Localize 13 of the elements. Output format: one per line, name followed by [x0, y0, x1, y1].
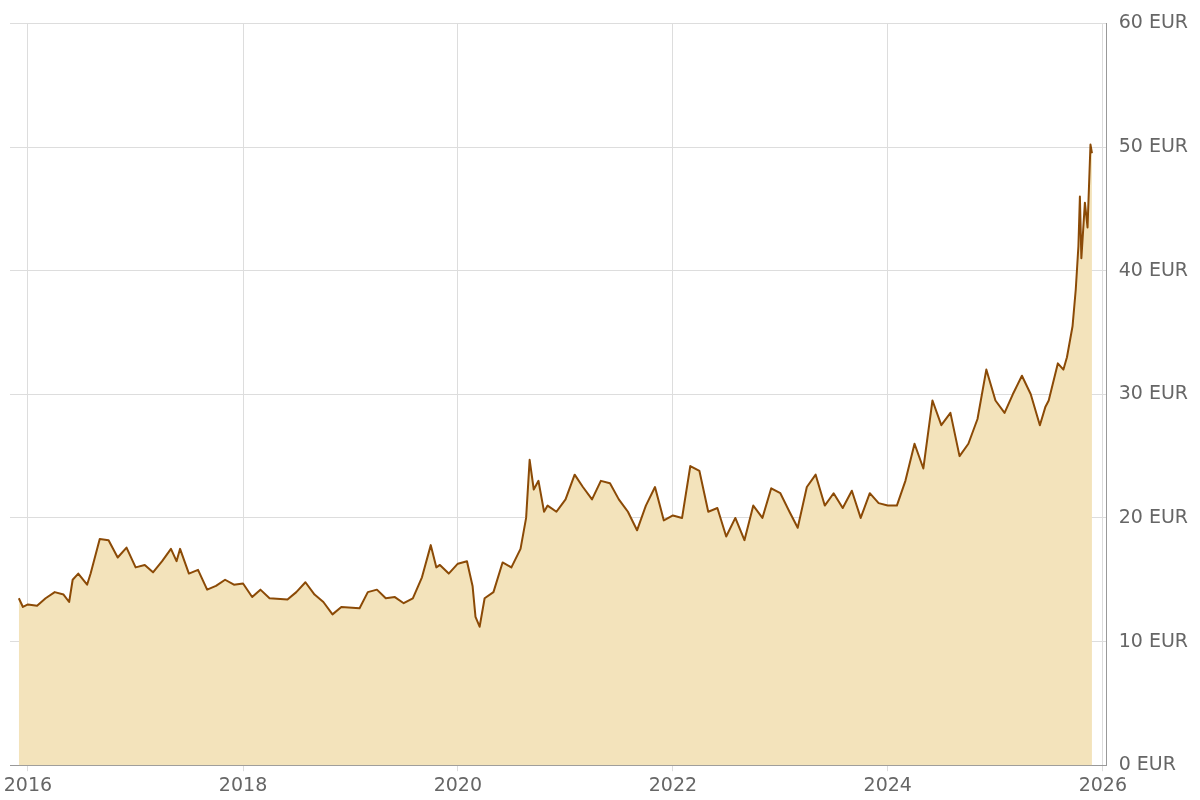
y-tick-label: 40 EUR	[1118, 257, 1189, 280]
x-tick-label: 2022	[648, 772, 698, 795]
y-tick-label: 50 EUR	[1118, 133, 1189, 156]
x-tick-label: 2026	[1078, 772, 1128, 795]
y-tick-label: 10 EUR	[1118, 628, 1189, 651]
x-tick-label: 2024	[863, 772, 912, 795]
x-tick-label: 2018	[218, 772, 268, 795]
x-tick-label: 2020	[433, 772, 483, 795]
y-tick-label: 60 EUR	[1118, 10, 1189, 33]
y-tick-label: 20 EUR	[1118, 504, 1189, 527]
x-tick-label: 2016	[3, 772, 53, 795]
y-tick-label: 0 EUR	[1118, 752, 1176, 775]
y-tick-label: 30 EUR	[1118, 381, 1189, 404]
